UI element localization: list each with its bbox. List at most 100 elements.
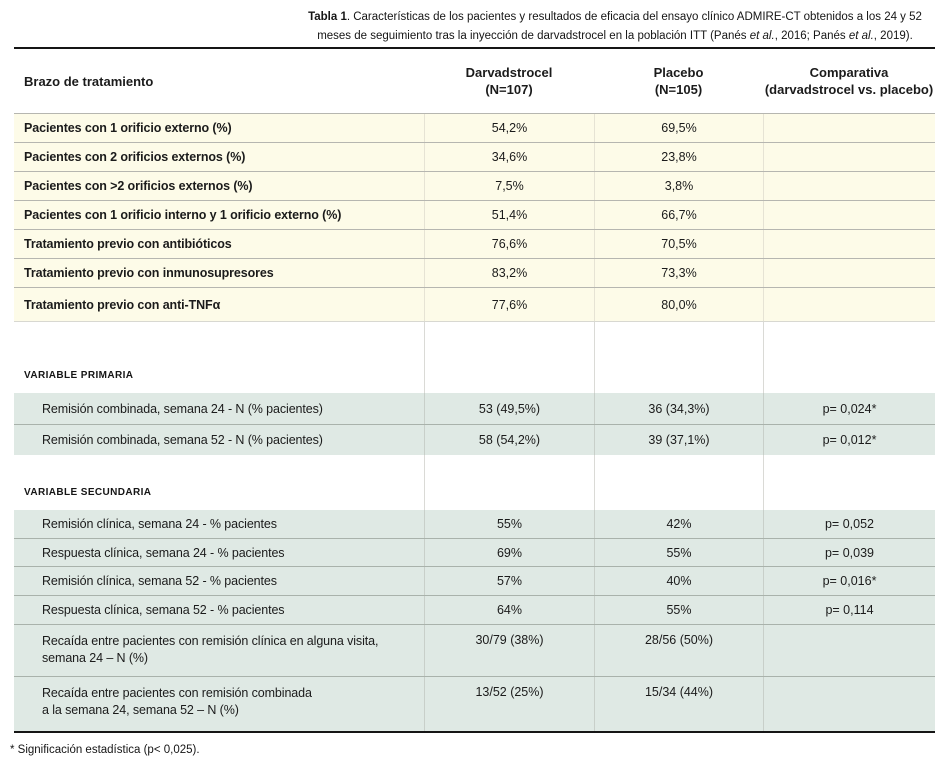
cell-comparativa	[763, 625, 935, 676]
cell-comparativa: p= 0,012*	[763, 425, 935, 455]
row-label: Pacientes con >2 orificios externos (%)	[14, 172, 424, 200]
cell-comparativa: p= 0,052	[763, 510, 935, 538]
cell-darvadstrocel: 55%	[424, 510, 594, 538]
cell-placebo: 40%	[594, 567, 763, 595]
row-label: Recaída entre pacientes con remisión clí…	[14, 625, 424, 676]
row-label: Tratamiento previo con antibióticos	[14, 230, 424, 258]
caption-line-1: Tabla 1. Características de los paciente…	[290, 8, 940, 27]
cell-comparativa	[763, 230, 935, 258]
row-label: Remisión clínica, semana 24 - % paciente…	[14, 510, 424, 538]
row-label: Remisión combinada, semana 24 - N (% pac…	[14, 393, 424, 424]
cell-comparativa: p= 0,114	[763, 596, 935, 624]
cell-comparativa	[763, 201, 935, 229]
cell-darvadstrocel: 64%	[424, 596, 594, 624]
primary-variable-heading-band: VARIABLE PRIMARIA	[14, 322, 935, 393]
table-row: Recaída entre pacientes con remisión clí…	[14, 624, 935, 676]
cell-comparativa	[763, 288, 935, 321]
caption-line-2: meses de seguimiento tras la inyección d…	[290, 27, 940, 46]
column-header-comparative-name: Comparativa	[809, 65, 889, 80]
cell-placebo: 73,3%	[594, 259, 763, 287]
cell-placebo: 39 (37,1%)	[594, 425, 763, 455]
cell-comparativa	[763, 259, 935, 287]
cell-comparativa: p= 0,016*	[763, 567, 935, 595]
cell-darvadstrocel: 34,6%	[424, 143, 594, 171]
caption-table-number: Tabla 1	[308, 11, 347, 23]
cell-placebo: 28/56 (50%)	[594, 625, 763, 676]
column-header-comparative: Comparativa (darvadstrocel vs. placebo)	[763, 49, 935, 113]
cell-placebo: 15/34 (44%)	[594, 677, 763, 731]
table-row: Pacientes con >2 orificios externos (%) …	[14, 171, 935, 200]
table-caption: Tabla 1. Características de los paciente…	[290, 0, 940, 46]
secondary-variable-section: Remisión clínica, semana 24 - % paciente…	[14, 510, 935, 731]
column-spacer	[763, 322, 935, 393]
row-label: Tratamiento previo con inmunosupresores	[14, 259, 424, 287]
cell-darvadstrocel: 77,6%	[424, 288, 594, 321]
cell-comparativa: p= 0,039	[763, 539, 935, 566]
column-spacer	[424, 455, 594, 510]
table-row: Pacientes con 1 orificio externo (%) 54,…	[14, 113, 935, 142]
row-label: Remisión combinada, semana 52 - N (% pac…	[14, 425, 424, 455]
row-label: Recaída entre pacientes con remisión com…	[14, 677, 424, 731]
table-row: Pacientes con 1 orificio interno y 1 ori…	[14, 200, 935, 229]
results-table: Brazo de tratamiento Darvadstrocel (N=10…	[14, 47, 935, 733]
cell-darvadstrocel: 83,2%	[424, 259, 594, 287]
caption-text-4: , 2019).	[873, 30, 913, 42]
table-row: Respuesta clínica, semana 24 - % pacient…	[14, 538, 935, 566]
row-label: Pacientes con 2 orificios externos (%)	[14, 143, 424, 171]
cell-placebo: 42%	[594, 510, 763, 538]
cell-darvadstrocel: 57%	[424, 567, 594, 595]
cell-darvadstrocel: 69%	[424, 539, 594, 566]
cell-placebo: 80,0%	[594, 288, 763, 321]
cell-placebo: 3,8%	[594, 172, 763, 200]
table-row: Remisión clínica, semana 52 - % paciente…	[14, 566, 935, 595]
table-row: Tratamiento previo con anti-TNFα 77,6% 8…	[14, 287, 935, 322]
primary-variable-section: Remisión combinada, semana 24 - N (% pac…	[14, 393, 935, 455]
table-row: Tratamiento previo con inmunosupresores …	[14, 258, 935, 287]
cell-placebo: 69,5%	[594, 114, 763, 142]
cell-placebo: 23,8%	[594, 143, 763, 171]
cell-darvadstrocel: 58 (54,2%)	[424, 425, 594, 455]
caption-etal-2: et al.	[848, 30, 874, 42]
row-label: Pacientes con 1 orificio interno y 1 ori…	[14, 201, 424, 229]
table-row: Remisión combinada, semana 52 - N (% pac…	[14, 424, 935, 455]
cell-placebo: 66,7%	[594, 201, 763, 229]
cell-placebo: 55%	[594, 539, 763, 566]
caption-etal-1: et al.	[749, 30, 775, 42]
cell-darvadstrocel: 53 (49,5%)	[424, 393, 594, 424]
column-header-placebo: Placebo (N=105)	[594, 49, 763, 113]
cell-darvadstrocel: 13/52 (25%)	[424, 677, 594, 731]
column-header-darvadstrocel: Darvadstrocel (N=107)	[424, 49, 594, 113]
table-row: Respuesta clínica, semana 52 - % pacient…	[14, 595, 935, 624]
column-header-darvadstrocel-name: Darvadstrocel	[465, 65, 553, 80]
cell-comparativa	[763, 677, 935, 731]
column-spacer	[594, 455, 763, 510]
baseline-characteristics-section: Pacientes con 1 orificio externo (%) 54,…	[14, 113, 935, 322]
cell-darvadstrocel: 30/79 (38%)	[424, 625, 594, 676]
cell-comparativa	[763, 143, 935, 171]
footnote: * Significación estadística (p< 0,025).	[10, 744, 200, 756]
cell-darvadstrocel: 54,2%	[424, 114, 594, 142]
column-spacer	[424, 322, 594, 393]
row-label: Respuesta clínica, semana 24 - % pacient…	[14, 539, 424, 566]
cell-darvadstrocel: 76,6%	[424, 230, 594, 258]
cell-placebo: 36 (34,3%)	[594, 393, 763, 424]
column-header-treatment-arm: Brazo de tratamiento	[24, 73, 154, 89]
row-label: Remisión clínica, semana 52 - % paciente…	[14, 567, 424, 595]
column-header-comparative-sub: (darvadstrocel vs. placebo)	[764, 82, 934, 97]
column-header-darvadstrocel-n: (N=107)	[485, 82, 533, 97]
secondary-variable-heading-band: VARIABLE SECUNDARIA	[14, 455, 935, 510]
column-spacer	[763, 455, 935, 510]
table-row: Remisión clínica, semana 24 - % paciente…	[14, 510, 935, 538]
cell-comparativa	[763, 114, 935, 142]
caption-text-2: meses de seguimiento tras la inyección d…	[317, 30, 750, 42]
table-row: Recaída entre pacientes con remisión com…	[14, 676, 935, 731]
row-label: Respuesta clínica, semana 52 - % pacient…	[14, 596, 424, 624]
caption-text-1: . Características de los pacientes y res…	[346, 11, 922, 23]
table-row: Remisión combinada, semana 24 - N (% pac…	[14, 393, 935, 424]
table-row: Pacientes con 2 orificios externos (%) 3…	[14, 142, 935, 171]
cell-placebo: 70,5%	[594, 230, 763, 258]
top-rule	[14, 47, 935, 49]
cell-placebo: 55%	[594, 596, 763, 624]
column-header-placebo-n: (N=105)	[654, 82, 703, 97]
